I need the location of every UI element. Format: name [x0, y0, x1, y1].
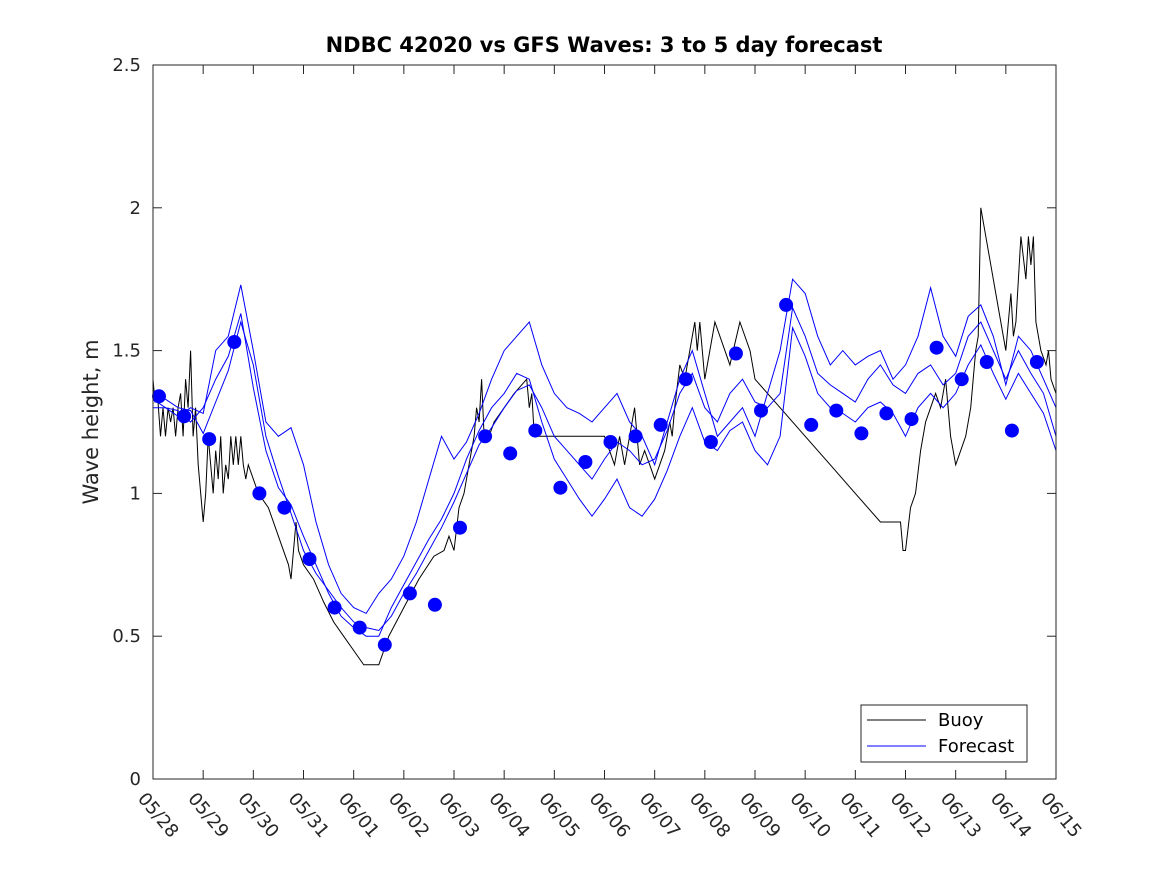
legend-box: [860, 704, 1028, 763]
forecast-point-24: [754, 403, 768, 418]
forecast-point-0: [152, 389, 166, 404]
y-tick-label-0: 0: [130, 769, 141, 790]
y-tick-label-3: 1.5: [112, 341, 141, 362]
y-tick-label-1: 0.5: [112, 626, 141, 647]
forecast-point-4: [252, 486, 267, 501]
forecast-point-3: [227, 335, 242, 349]
forecast-point-31: [929, 340, 944, 355]
forecast-point-19: [628, 429, 643, 444]
forecast-point-17: [578, 455, 593, 469]
forecast-point-20: [653, 417, 668, 432]
forecast-point-27: [829, 403, 844, 418]
forecast-point-34: [1004, 423, 1019, 438]
y-tick-label-4: 2: [130, 198, 141, 219]
forecast-point-14: [503, 446, 518, 461]
forecast-point-29: [879, 406, 894, 421]
y-tick-label-2: 1: [130, 483, 141, 504]
buoy-line: [152, 207, 1057, 666]
forecast-point-15: [528, 423, 543, 438]
forecast-point-8: [352, 620, 367, 635]
forecast-point-16: [553, 480, 568, 495]
forecast-point-23: [728, 346, 743, 361]
y-axis-label: Wave height, m: [79, 339, 103, 504]
forecast-line-2: [152, 278, 1057, 615]
legend-label-forecast: Forecast: [938, 736, 1014, 757]
y-tick-label-5: 2.5: [112, 55, 141, 76]
forecast-point-35: [1029, 355, 1044, 369]
forecast-line-3: [153, 313, 1057, 637]
plot-area: [153, 65, 1056, 779]
data-layer: [152, 207, 1057, 666]
forecast-point-25: [779, 297, 794, 312]
forecast-point-12: [453, 520, 467, 535]
forecast-point-11: [427, 597, 442, 612]
forecast-point-26: [804, 417, 819, 432]
forecast-point-22: [703, 435, 718, 449]
forecast-point-9: [377, 637, 392, 652]
forecast-line-1: [152, 306, 1057, 632]
forecast-point-30: [904, 412, 919, 427]
legend-label-buoy: Buoy: [938, 710, 984, 731]
forecast-point-18: [603, 435, 618, 449]
forecast-point-32: [954, 372, 969, 387]
forecast-point-28: [854, 426, 869, 441]
legend: Buoy Forecast: [860, 704, 1028, 763]
forecast-point-2: [202, 432, 217, 447]
forecast-point-33: [979, 355, 994, 369]
forecast-point-5: [277, 500, 292, 515]
forecast-point-1: [177, 409, 192, 424]
forecast-point-7: [327, 600, 342, 615]
forecast-point-21: [678, 372, 693, 387]
forecast-point-10: [402, 586, 417, 601]
forecast-point-13: [478, 429, 493, 444]
chart-title: NDBC 42020 vs GFS Waves: 3 to 5 day fore…: [326, 33, 883, 57]
forecast-point-6: [302, 552, 317, 567]
